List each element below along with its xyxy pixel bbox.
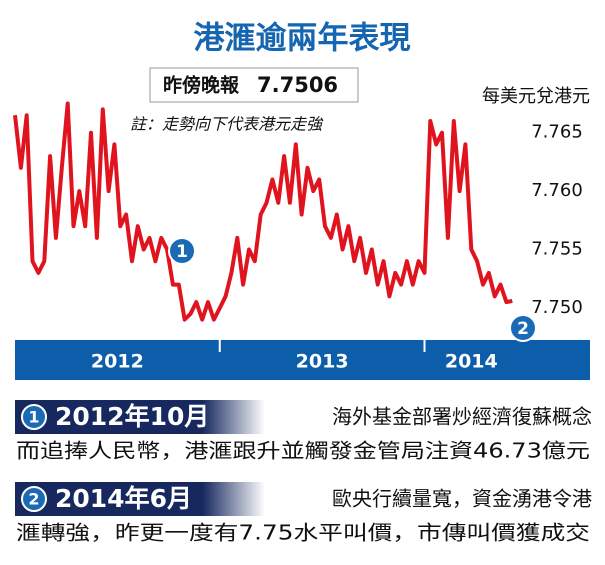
event-header (15, 400, 265, 434)
y-axis-label: 每美元兌港元 (482, 86, 590, 107)
event-text: 海外基金部署炒經濟復蘇概念 (332, 405, 592, 429)
event-badge-label: 2 (28, 490, 39, 509)
latest-box (149, 67, 359, 103)
event-header (15, 482, 265, 516)
y-tick-label: 7.755 (531, 239, 583, 260)
annotation-badge (509, 314, 537, 342)
y-tick-label: 7.760 (531, 180, 583, 201)
latest-value: 7.7506 (257, 73, 338, 97)
annotation-badge (168, 237, 196, 265)
y-tick-label: 7.750 (531, 297, 583, 318)
event-text: 歐央行續量寬，資金湧港令港 (332, 487, 592, 511)
event-badge (21, 404, 47, 430)
x-band-label: 2012 (91, 351, 144, 373)
price-line (13, 101, 513, 322)
event-badge-label: 1 (28, 408, 39, 427)
latest-label: 昨傍晚報 (163, 74, 240, 97)
x-axis-band (15, 340, 590, 380)
chart-title: 港滙逾兩年表現 (194, 21, 411, 57)
y-tick-label: 7.765 (531, 122, 583, 143)
event-badge (21, 486, 47, 512)
x-band-label: 2013 (296, 351, 349, 373)
annotation-label: 2 (517, 319, 529, 339)
note: 註：走勢向下代表港元走強 (130, 115, 324, 134)
event-text: 滙轉強，昨更一度有7.75水平叫價，市傳叫價獲成交 (16, 521, 590, 545)
x-band-label: 2014 (445, 351, 498, 373)
event-date: 2014年6月 (55, 484, 192, 513)
annotation-label: 1 (176, 242, 188, 262)
event-text: 而追捧人民幣，港滙跟升並觸發金管局注資46.73億元 (16, 439, 590, 463)
event-date: 2012年10月 (55, 402, 209, 431)
